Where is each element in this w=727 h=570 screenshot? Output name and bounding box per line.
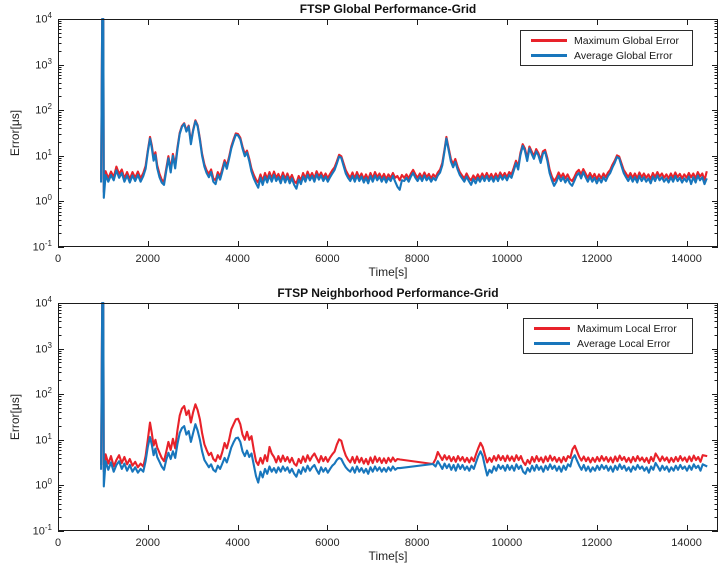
y-tick-label: 104 bbox=[35, 294, 52, 310]
x-tick-label: 14000 bbox=[671, 537, 702, 549]
legend-line-blue bbox=[531, 54, 567, 57]
series-line-1 bbox=[100, 18, 708, 199]
y-tick-label: 102 bbox=[35, 101, 52, 117]
x-tick-label: 0 bbox=[54, 537, 62, 549]
series-group bbox=[100, 302, 708, 488]
legend-neighborhood: Maximum Local Error Average Local Error bbox=[523, 318, 693, 354]
chart-title-neighborhood: FTSP Neighborhood Performance-Grid bbox=[277, 286, 499, 300]
x-tick-label: 8000 bbox=[404, 253, 430, 265]
y-tick-label: 103 bbox=[35, 340, 52, 356]
x-axis-label-bottom: Time[s] bbox=[368, 549, 408, 563]
legend-line-red bbox=[534, 327, 570, 330]
x-tick-label: 2000 bbox=[135, 253, 161, 265]
legend-entry-max-global: Maximum Global Error bbox=[531, 35, 686, 47]
y-axis-label-top: Error[μs] bbox=[8, 109, 22, 157]
y-tick-label: 100 bbox=[35, 476, 52, 492]
x-tick-label: 12000 bbox=[581, 537, 613, 549]
series-line-1 bbox=[100, 302, 708, 488]
y-tick-label: 101 bbox=[35, 147, 52, 163]
y-tick-label: 100 bbox=[35, 192, 52, 208]
axes-frame bbox=[58, 19, 718, 247]
legend-line-blue bbox=[534, 342, 570, 345]
legend-label: Average Local Error bbox=[577, 337, 671, 350]
series-line-0 bbox=[100, 302, 708, 473]
y-tick-label: 102 bbox=[35, 385, 52, 401]
legend-label: Maximum Global Error bbox=[574, 34, 680, 47]
legend-entry-avg-global: Average Global Error bbox=[531, 50, 686, 62]
legend-label: Maximum Local Error bbox=[577, 322, 677, 335]
legend-line-red bbox=[531, 39, 567, 42]
y-tick-label: 104 bbox=[35, 10, 52, 26]
x-tick-label: 6000 bbox=[315, 537, 340, 549]
legend-label: Average Global Error bbox=[574, 49, 673, 62]
x-tick-label: 0 bbox=[54, 253, 62, 265]
x-tick-label: 10000 bbox=[491, 537, 523, 549]
x-tick-label: 14000 bbox=[671, 253, 702, 265]
y-tick-label: 101 bbox=[35, 431, 52, 447]
y-tick-label: 10-1 bbox=[32, 238, 52, 254]
x-tick-label: 4000 bbox=[225, 537, 250, 549]
x-tick-label: 8000 bbox=[404, 537, 430, 549]
x-axis-label-top: Time[s] bbox=[368, 265, 408, 279]
y-tick-label: 10-1 bbox=[32, 522, 52, 538]
axes-frame bbox=[58, 303, 718, 531]
x-tick-label: 4000 bbox=[225, 253, 250, 265]
x-tick-label: 12000 bbox=[581, 253, 613, 265]
legend-entry-max-local: Maximum Local Error bbox=[534, 323, 686, 335]
legend-entry-avg-local: Average Local Error bbox=[534, 338, 686, 350]
x-tick-label: 10000 bbox=[491, 253, 523, 265]
y-axis-label-bottom: Error[μs] bbox=[8, 393, 22, 441]
series-group bbox=[100, 18, 708, 199]
y-tick-label: 103 bbox=[35, 56, 52, 72]
x-tick-label: 6000 bbox=[315, 253, 340, 265]
legend-global: Maximum Global Error Average Global Erro… bbox=[520, 30, 693, 66]
chart-title-global: FTSP Global Performance-Grid bbox=[299, 2, 477, 16]
x-tick-label: 2000 bbox=[135, 537, 161, 549]
